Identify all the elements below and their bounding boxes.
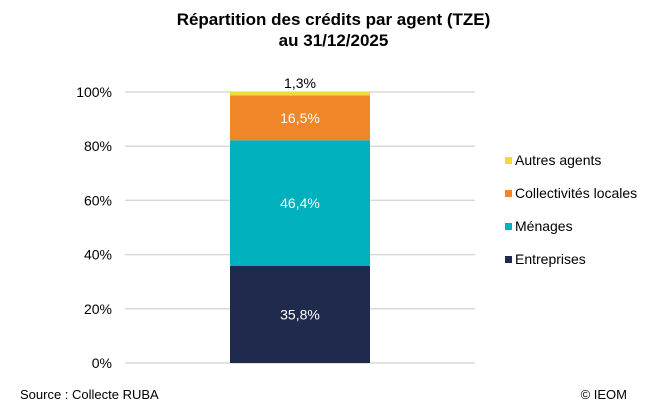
- legend-swatch: [505, 255, 512, 263]
- legend-label: Entreprises: [515, 251, 586, 267]
- bar-segment-m-nages: [230, 140, 370, 266]
- chart-title: Répartition des crédits par agent (TZE): [176, 10, 491, 29]
- chart-subtitle: au 31/12/2025: [278, 31, 389, 50]
- legend-item: Ménages: [505, 218, 573, 234]
- data-label: 16,5%: [280, 110, 320, 126]
- y-tick-label: 100%: [76, 84, 112, 100]
- legend-item: Autres agents: [505, 152, 601, 168]
- data-label: 35,8%: [280, 306, 320, 322]
- bar-segment-autres-agents: [230, 92, 370, 96]
- legend-label: Ménages: [515, 218, 573, 234]
- data-label: 1,3%: [284, 75, 316, 91]
- y-tick-label: 40%: [84, 247, 112, 263]
- y-tick-label: 0%: [92, 355, 112, 371]
- source-note: Source : Collecte RUBA: [20, 387, 159, 402]
- legend-swatch: [505, 156, 512, 164]
- legend-label: Autres agents: [515, 152, 602, 168]
- copyright: © IEOM: [580, 387, 627, 402]
- legend-swatch: [505, 222, 512, 230]
- y-tick-label: 20%: [84, 301, 112, 317]
- bar-segment-collectivit-s-locales: [230, 95, 370, 141]
- y-tick-label: 80%: [84, 138, 112, 154]
- legend-item: Entreprises: [505, 251, 586, 267]
- legend-swatch: [505, 189, 512, 197]
- y-tick-label: 60%: [84, 192, 112, 208]
- legend-item: Collectivités locales: [505, 185, 637, 201]
- legend-label: Collectivités locales: [515, 185, 638, 201]
- data-label: 46,4%: [280, 195, 320, 211]
- bar-segment-entreprises: [230, 265, 370, 363]
